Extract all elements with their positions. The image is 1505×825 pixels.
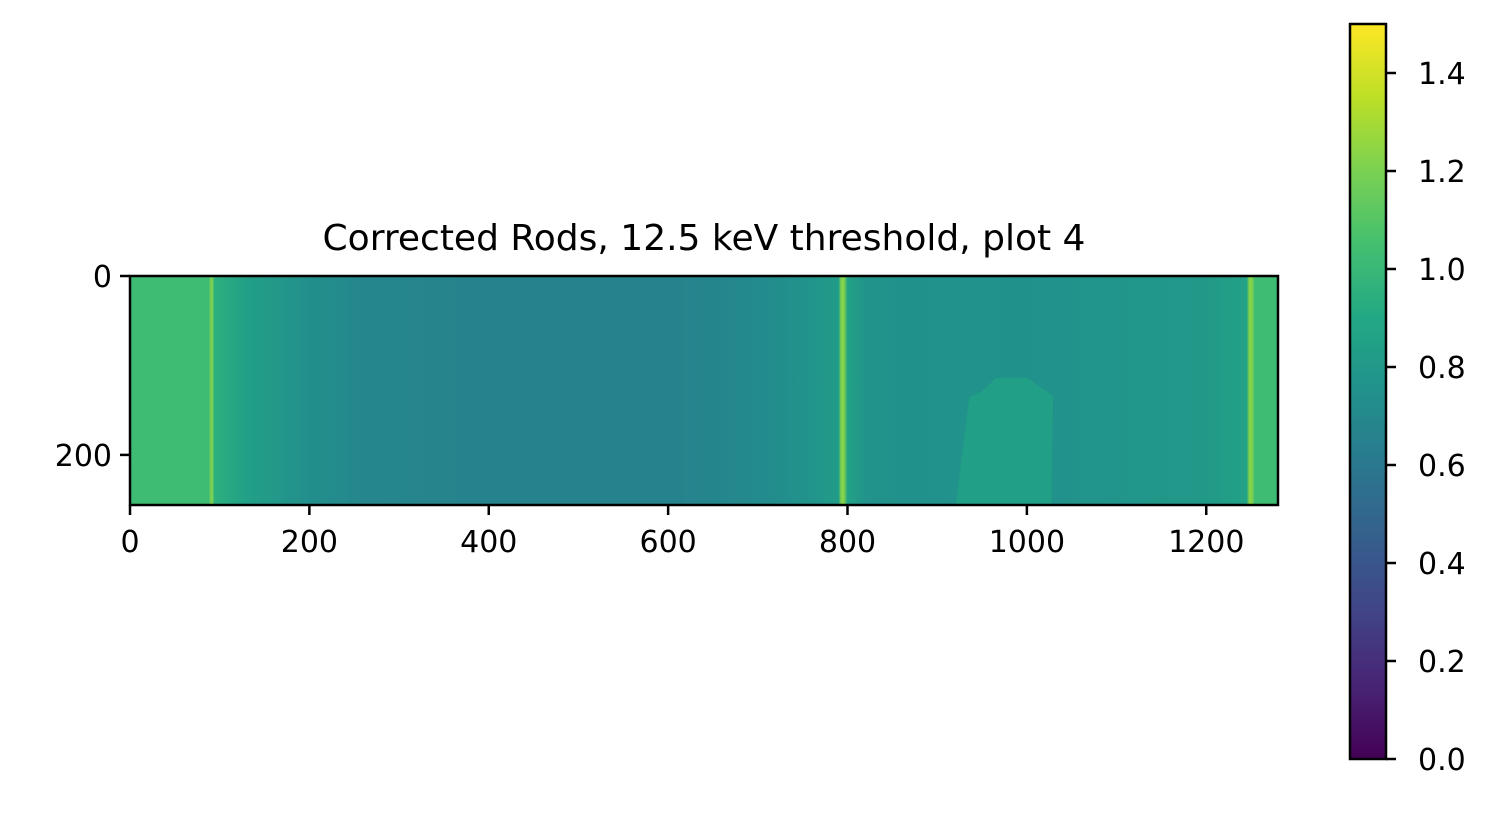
colorbar-tick-label: 0.4: [1418, 547, 1466, 582]
heatmap-image: [130, 276, 1278, 505]
y-tick-label: 200: [55, 439, 112, 474]
colorbar-tick-label: 0.8: [1418, 351, 1466, 386]
colorbar-tick-label: 1.2: [1418, 155, 1466, 190]
colorbar-tick-label: 0.6: [1418, 449, 1466, 484]
colorbar-tick-label: 0.2: [1418, 645, 1466, 680]
axes-frame: [128, 274, 1280, 507]
x-axis: 0 200 400 600 800 1000 1200: [120, 505, 1244, 560]
x-tick-label: 1000: [989, 525, 1065, 560]
heatmap-background: [130, 276, 1278, 505]
colorbar: [1350, 24, 1386, 759]
y-tick-label: 0: [93, 260, 112, 295]
chart-title: Corrected Rods, 12.5 keV threshold, plot…: [323, 218, 1086, 259]
x-tick-label: 400: [460, 525, 517, 560]
colorbar-frame: [1348, 22, 1388, 761]
x-tick-label: 800: [819, 525, 876, 560]
x-tick-label: 1200: [1168, 525, 1244, 560]
y-axis: 0 200: [55, 260, 130, 474]
x-tick-label: 600: [639, 525, 696, 560]
colorbar-axis: 0.0 0.2 0.4 0.6 0.8 1.0 1.2 1.4: [1386, 57, 1466, 778]
x-tick-label: 200: [281, 525, 338, 560]
colorbar-tick-label: 0.0: [1418, 743, 1466, 778]
colorbar-tick-label: 1.0: [1418, 253, 1466, 288]
x-tick-label: 0: [120, 525, 139, 560]
colorbar-tick-label: 1.4: [1418, 57, 1466, 92]
heatmap-region: [954, 376, 1055, 505]
